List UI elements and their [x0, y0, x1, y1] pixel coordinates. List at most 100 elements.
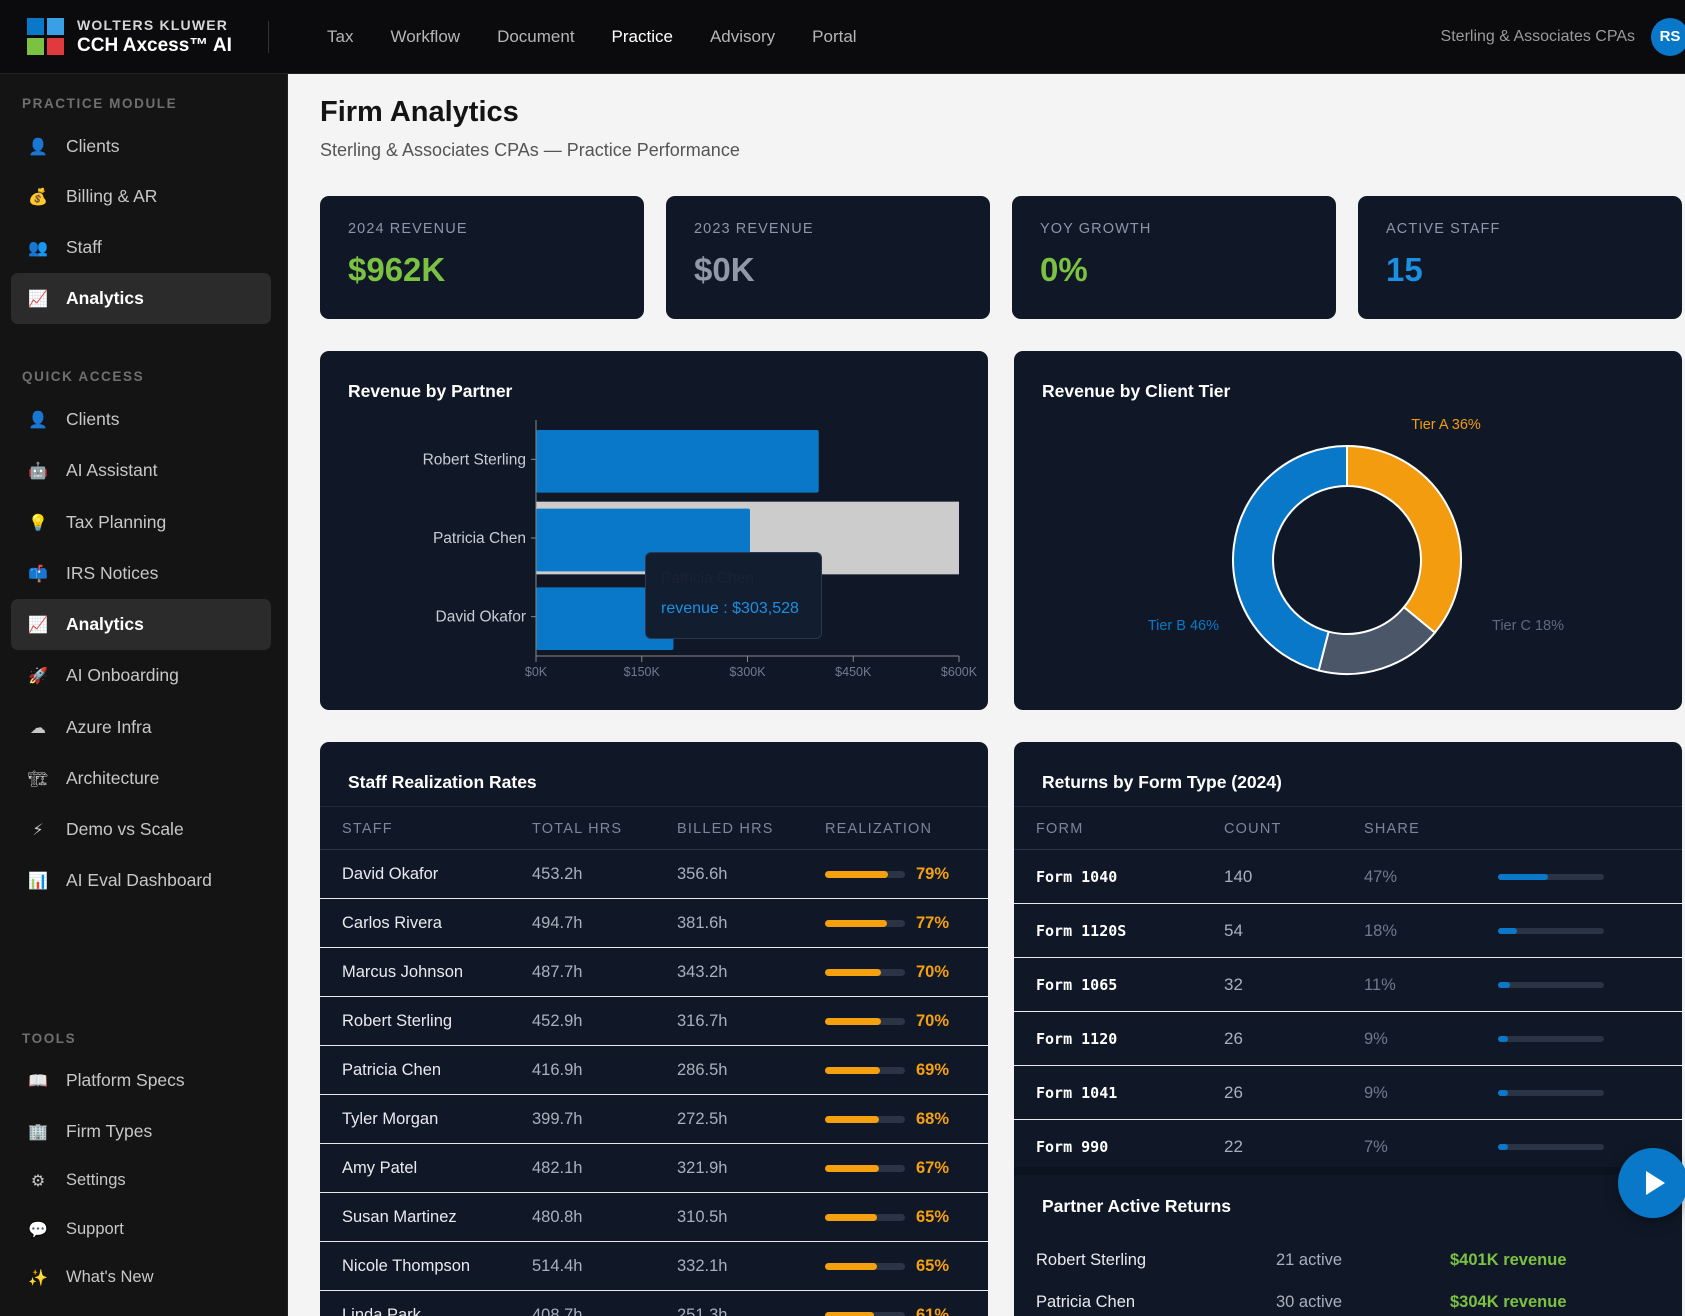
- avatar[interactable]: RS: [1651, 17, 1685, 56]
- sidebar-item-azure-infra[interactable]: ☁ Azure Infra: [11, 702, 271, 753]
- sidebar-item-analytics[interactable]: 📈 Analytics: [11, 273, 271, 324]
- table-row[interactable]: Carlos Rivera 494.7h 381.6h 77%: [320, 899, 988, 948]
- table-row[interactable]: Form 1041 26 9%: [1014, 1066, 1682, 1120]
- table-row[interactable]: Nicole Thompson 514.4h 332.1h 65%: [320, 1242, 988, 1291]
- sidebar-item-billing[interactable]: 💰 Billing & AR: [11, 171, 271, 222]
- billed-hours: 272.5h: [677, 1110, 728, 1128]
- sidebar-item-whats-new[interactable]: ✨ What's New: [11, 1252, 271, 1303]
- book-icon: 📖: [28, 1072, 48, 1090]
- realization-bar-fill: [825, 1263, 877, 1270]
- realization-percent: 61%: [916, 1306, 950, 1316]
- form-count: 140: [1224, 867, 1253, 886]
- total-hours: 399.7h: [532, 1110, 583, 1128]
- revenue-by-partner-chart[interactable]: Robert Sterling Patricia Chen David Okafor…: [320, 351, 988, 710]
- sidebar-item-clients[interactable]: 👤 Clients: [11, 121, 271, 172]
- chart-icon: 📈: [28, 616, 48, 634]
- sidebar-item-label: Platform Specs: [66, 1070, 185, 1090]
- sidebar-item-label: What's New: [66, 1268, 154, 1286]
- sidebar-item-firm-types[interactable]: 🏢 Firm Types: [11, 1106, 271, 1157]
- bar-robert-sterling[interactable]: [536, 430, 819, 493]
- sidebar-item-ai-eval-dashboard[interactable]: 📊 AI Eval Dashboard: [11, 855, 271, 906]
- brand[interactable]: WOLTERS KLUWER CCH Axcess™ AI: [0, 0, 268, 73]
- revenue-by-tier-chart[interactable]: Tier A 36% Tier C 18% Tier B 46%: [1014, 351, 1682, 710]
- slice-tier-a[interactable]: [1346, 444, 1462, 635]
- sidebar-item-irs-notices[interactable]: 📫 IRS Notices: [11, 548, 271, 599]
- total-hours: 487.7h: [532, 963, 583, 981]
- table-row[interactable]: Marcus Johnson 487.7h 343.2h 70%: [320, 948, 988, 997]
- list-item[interactable]: Robert Sterling 21 active $401K revenue: [1014, 1240, 1682, 1282]
- category-label: Patricia Chen: [433, 530, 526, 547]
- table-row[interactable]: Robert Sterling 452.9h 316.7h 70%: [320, 997, 988, 1046]
- sidebar-item-tax-planning[interactable]: 💡 Tax Planning: [11, 497, 271, 548]
- sidebar-item-demo-vs-scale[interactable]: ⚡ Demo vs Scale: [11, 804, 271, 855]
- partner-active-count: 30 active: [1276, 1293, 1343, 1311]
- table-row[interactable]: Form 1120 26 9%: [1014, 1012, 1682, 1066]
- sidebar-item-analytics-quick[interactable]: 📈 Analytics: [11, 599, 271, 650]
- bar-chart-icon: 📊: [28, 872, 48, 890]
- revenue-by-partner-card: Revenue by Partner Robert Sterling Patric…: [320, 351, 988, 710]
- slice-tier-b[interactable]: [1232, 444, 1348, 672]
- table-row[interactable]: David Okafor 453.2h 356.6h 79%: [320, 850, 988, 899]
- brand-divider: [268, 20, 269, 53]
- share-bar: [1498, 1144, 1604, 1150]
- table-row[interactable]: Patricia Chen 416.9h 286.5h 69%: [320, 1046, 988, 1095]
- staff-name: Robert Sterling: [342, 1012, 453, 1030]
- gear-icon: ⚙: [30, 1172, 46, 1190]
- play-button[interactable]: [1618, 1148, 1685, 1218]
- sidebar-item-support[interactable]: 💬 Support: [11, 1204, 271, 1255]
- revenue-by-tier-card: Revenue by Client Tier Tier A 36% Tier C …: [1014, 351, 1682, 710]
- slice-tier-c[interactable]: [1317, 605, 1437, 675]
- nav-document[interactable]: Document: [497, 26, 575, 46]
- top-nav: Tax Workflow Document Practice Advisory …: [327, 27, 894, 47]
- share-bar-fill: [1498, 982, 1510, 988]
- sidebar-item-platform-specs[interactable]: 📖 Platform Specs: [11, 1055, 271, 1106]
- table-row[interactable]: Form 1065 32 11%: [1014, 958, 1682, 1012]
- list-item[interactable]: Patricia Chen 30 active $304K revenue: [1014, 1282, 1682, 1316]
- sidebar-item-label: AI Eval Dashboard: [66, 870, 212, 890]
- realization-bar-fill: [825, 1018, 881, 1025]
- nav-workflow[interactable]: Workflow: [390, 26, 461, 46]
- nav-advisory[interactable]: Advisory: [709, 26, 776, 46]
- billed-hours: 321.9h: [677, 1159, 728, 1177]
- sidebar-item-ai-onboarding[interactable]: 🚀 AI Onboarding: [11, 650, 271, 701]
- sidebar-item-label: Analytics: [66, 614, 144, 634]
- column-header-billed-hrs: BILLED HRS: [677, 821, 774, 837]
- total-hours: 494.7h: [532, 914, 583, 932]
- sidebar-item-staff[interactable]: 👥 Staff: [11, 222, 271, 273]
- staff-name: Marcus Johnson: [342, 963, 464, 981]
- sidebar-item-ai-assistant[interactable]: 🤖 AI Assistant: [11, 445, 271, 496]
- slice-label: Tier B 46%: [1148, 618, 1219, 634]
- realization-bar-fill: [825, 969, 881, 976]
- realization-bar-fill: [825, 1116, 880, 1123]
- sidebar-item-architecture[interactable]: 🏗 Architecture: [11, 753, 271, 804]
- tooltip-value: revenue : $303,528: [661, 600, 799, 617]
- table-row[interactable]: Susan Martinez 480.8h 310.5h 65%: [320, 1193, 988, 1242]
- nav-tax[interactable]: Tax: [327, 26, 354, 46]
- table-row[interactable]: Form 990 22 7%: [1014, 1120, 1682, 1174]
- table-row[interactable]: Linda Park 408.7h 251.3h 61%: [320, 1291, 988, 1316]
- nav-practice[interactable]: Practice: [611, 26, 673, 46]
- form-count: 26: [1224, 1083, 1243, 1102]
- kpi-label: 2023 REVENUE: [694, 221, 814, 237]
- form-name: Form 1120: [1036, 1030, 1118, 1048]
- realization-percent: 77%: [916, 914, 950, 932]
- form-share: 47%: [1364, 868, 1398, 886]
- kpi-label: ACTIVE STAFF: [1386, 221, 1501, 237]
- table-header: FORM COUNT SHARE: [1014, 806, 1682, 850]
- table-row[interactable]: Tyler Morgan 399.7h 272.5h 68%: [320, 1095, 988, 1144]
- nav-portal[interactable]: Portal: [812, 26, 857, 46]
- realization-bar-fill: [825, 1214, 877, 1221]
- kpi-label: 2024 REVENUE: [348, 221, 468, 237]
- bar-david-okafor[interactable]: [536, 587, 674, 650]
- sidebar-item-label: Staff: [66, 237, 102, 257]
- tooltip-title: Patricia Chen: [661, 570, 755, 587]
- partner-revenue: $401K revenue: [1450, 1251, 1567, 1269]
- staff-name: David Okafor: [342, 865, 439, 883]
- form-share: 9%: [1364, 1084, 1388, 1102]
- column-header-count: COUNT: [1224, 821, 1282, 837]
- table-row[interactable]: Form 1120S 54 18%: [1014, 904, 1682, 958]
- sidebar-item-clients-quick[interactable]: 👤 Clients: [11, 394, 271, 445]
- table-row[interactable]: Amy Patel 482.1h 321.9h 67%: [320, 1144, 988, 1193]
- table-row[interactable]: Form 1040 140 47%: [1014, 850, 1682, 904]
- sidebar-item-settings[interactable]: ⚙ Settings: [11, 1155, 271, 1206]
